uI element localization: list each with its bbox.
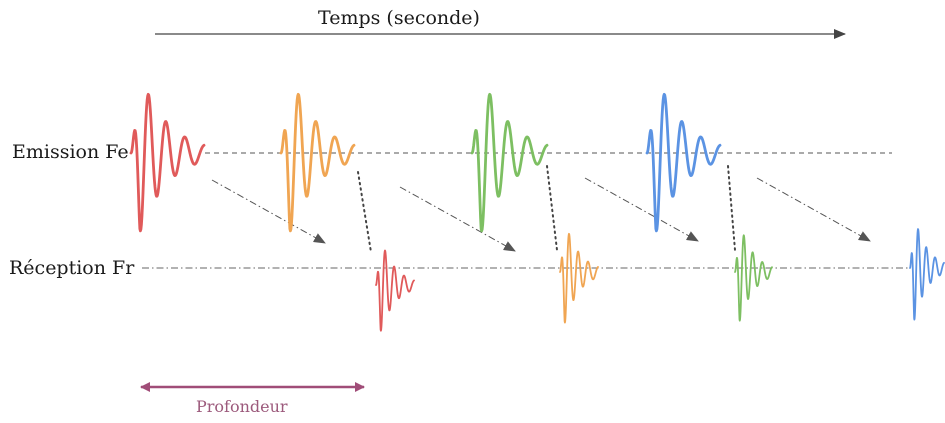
propagation-arrow-1 (211, 179, 326, 244)
time-axis-label: Temps (seconde) (318, 7, 480, 29)
dotted-connector-3 (727, 165, 736, 251)
echo-wave-3 (734, 234, 773, 322)
wave-group (129, 92, 945, 332)
dotted-connector-1 (357, 171, 372, 253)
emission-wave-1 (129, 92, 206, 233)
echo-wave-1 (375, 249, 415, 332)
emission-label: Emission Fe (12, 141, 129, 163)
emission-wave-4 (645, 92, 722, 233)
echo-wave-2 (559, 232, 599, 324)
propagation-arrow-3 (584, 177, 699, 242)
propagation-arrow-4 (756, 177, 871, 242)
emission-wave-3 (470, 92, 549, 233)
emission-wave-2 (279, 92, 356, 233)
depth-label: Profondeur (196, 397, 288, 416)
dotted-connector-2 (546, 165, 558, 251)
reception-label: Réception Fr (9, 257, 135, 279)
echo-wave-4 (909, 228, 945, 321)
